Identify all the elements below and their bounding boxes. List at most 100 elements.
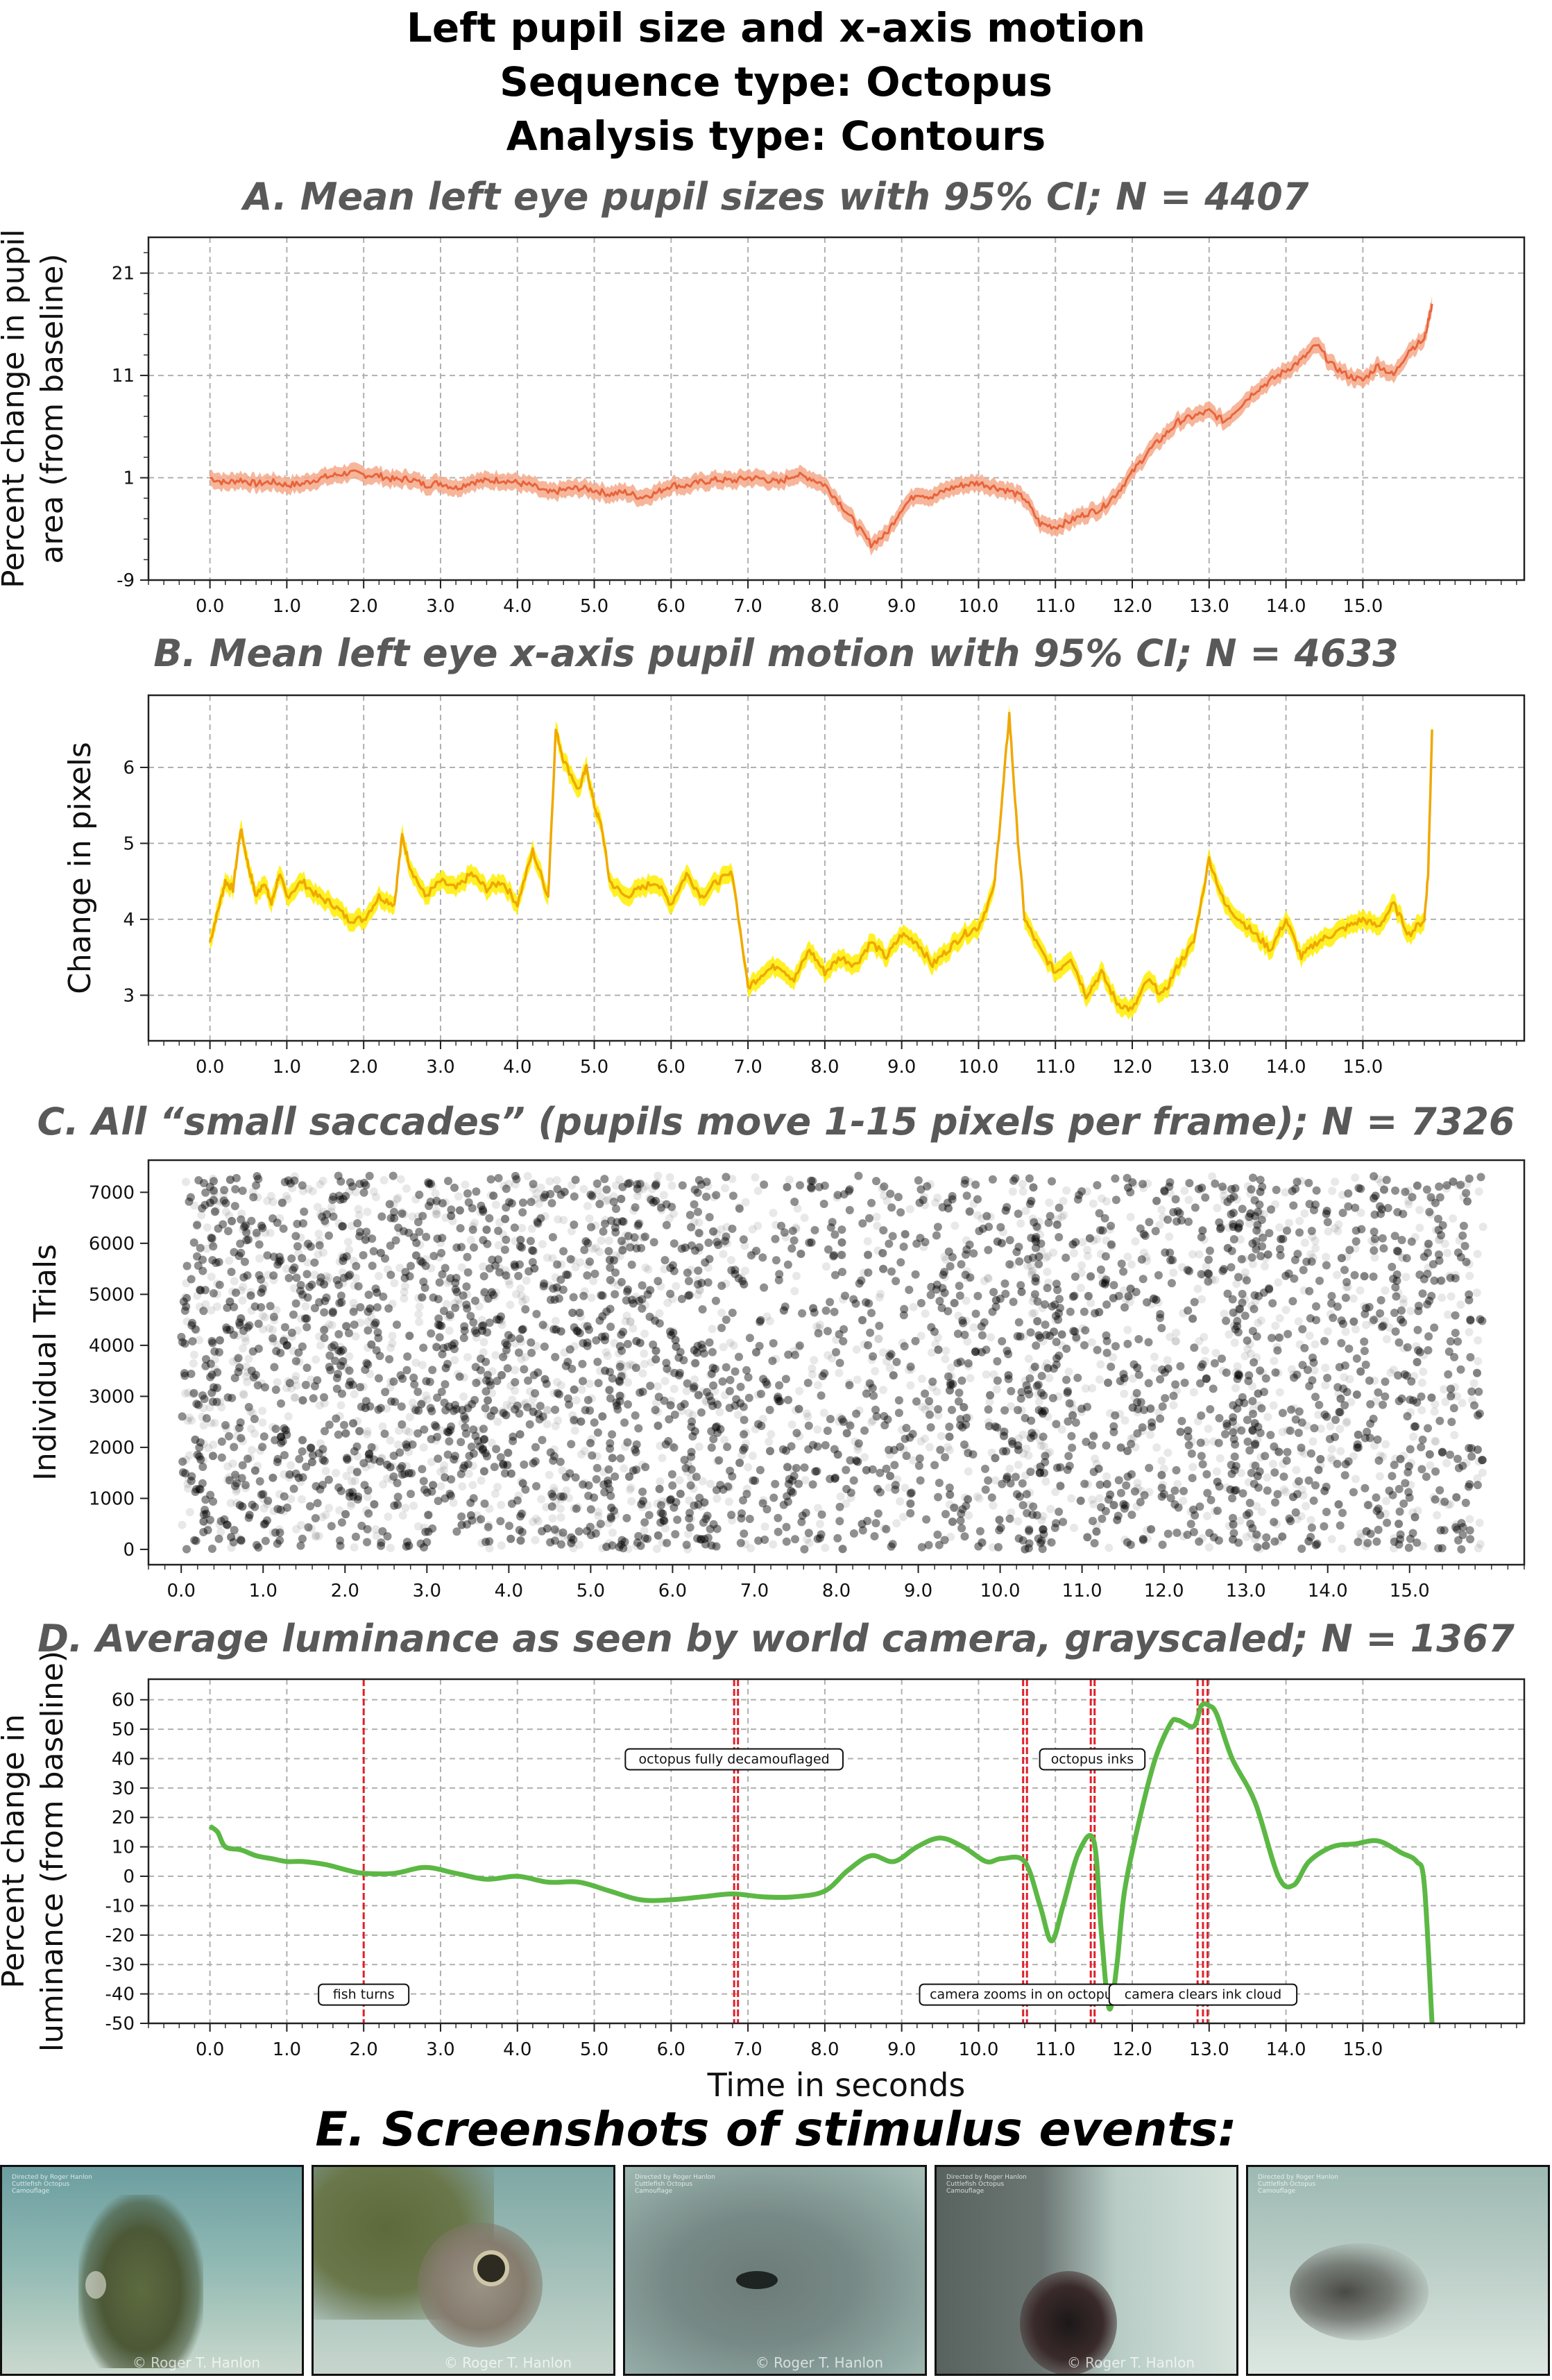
saccade-dot [226,1499,235,1508]
saccade-dot [485,1544,494,1553]
saccade-dot [1281,1488,1290,1497]
saccade-dot [1005,1464,1014,1473]
saccade-dot [543,1420,552,1429]
saccade-dot [1399,1299,1408,1308]
saccade-dot [1051,1488,1060,1497]
saccade-dot [1474,1187,1483,1196]
saccade-dot [1096,1360,1105,1369]
saccade-dot [1310,1366,1319,1375]
saccade-dot [266,1191,275,1200]
saccade-dot [1163,1448,1172,1457]
saccade-dot [945,1445,954,1454]
saccade-dot [497,1316,506,1325]
saccade-dot [404,1438,413,1447]
saccade-dot [501,1266,510,1275]
saccade-dot [1037,1441,1046,1450]
saccade-dot [665,1173,674,1182]
saccade-dot [1375,1472,1384,1481]
saccade-dot [291,1375,300,1384]
saccade-dot [377,1454,386,1463]
saccade-dot [528,1402,537,1411]
saccade-dot [604,1386,613,1395]
saccade-dot [1342,1252,1351,1261]
saccade-dot [808,1370,817,1379]
saccade-dot [1382,1497,1390,1506]
panel-a-title: A. Mean left eye pupil sizes with 95% CI… [243,175,1309,219]
saccade-dot [1287,1365,1296,1374]
saccade-dot [1028,1214,1037,1223]
saccade-dot [626,1486,634,1495]
saccade-dot [264,1270,273,1280]
saccade-dot [644,1265,653,1274]
saccade-dot [1356,1286,1365,1295]
saccade-dot [193,1219,202,1228]
saccade-dot [382,1404,391,1413]
saccade-dot [409,1404,418,1413]
saccade-dot [552,1176,561,1184]
saccade-dot [1428,1196,1437,1205]
saccade-dot [604,1519,613,1528]
saccade-dot [567,1227,576,1236]
saccade-dot [362,1506,371,1515]
saccade-dot [378,1422,387,1431]
saccade-dot [779,1306,788,1315]
saccade-dot [1275,1388,1284,1397]
saccade-dot [792,1223,800,1232]
saccade-dot [367,1313,376,1322]
x-tick-label: 8.0 [810,596,839,617]
saccade-dot [1189,1388,1198,1397]
saccade-dot [1379,1452,1388,1461]
x-tick-label: 13.0 [1189,1057,1229,1078]
saccade-dot [771,1221,781,1230]
x-tick-label: 15.0 [1342,1057,1383,1078]
saccade-dot [369,1187,378,1196]
saccade-dot [765,1317,774,1325]
saccade-dot [259,1280,268,1289]
confidence-band [210,704,1433,1020]
saccade-dot [182,1455,190,1464]
saccade-dot [933,1193,942,1202]
x-tick-label: 9.0 [887,596,916,617]
saccade-dot [345,1187,354,1196]
saccade-dot [315,1401,324,1410]
saccade-dot [1300,1209,1309,1218]
saccade-dot [987,1448,996,1457]
saccade-dot [1271,1321,1280,1330]
saccade-dot [1109,1295,1118,1303]
saccade-dot [185,1508,194,1517]
saccade-dot [1300,1239,1309,1247]
saccade-dot [1255,1229,1264,1237]
saccade-dot [325,1504,334,1513]
saccade-dot [1043,1252,1052,1261]
saccade-dot [1295,1340,1304,1349]
saccade-dot [1415,1205,1424,1214]
saccade-dot [1370,1441,1379,1450]
saccade-dot [409,1502,418,1511]
saccade-dot [1449,1214,1458,1223]
saccade-dot [1360,1302,1369,1311]
saccade-dot [751,1173,760,1182]
saccade-dot [477,1476,486,1485]
saccade-dot [792,1225,801,1234]
saccade-dot [1177,1263,1186,1272]
saccade-dot [1157,1205,1166,1214]
saccade-dot [719,1250,728,1259]
saccade-dot [969,1199,978,1208]
saccade-dot [845,1378,853,1387]
saccade-dot [989,1370,998,1379]
saccade-dot [651,1347,660,1356]
saccade-dot [844,1419,853,1428]
saccade-dot [974,1347,983,1356]
saccade-dot [548,1514,557,1523]
saccade-dot [301,1302,310,1311]
saccade-dot [1084,1480,1092,1489]
saccade-dot [901,1484,910,1493]
saccade-dot [1255,1208,1264,1217]
saccade-dot [740,1266,749,1275]
saccade-dot [814,1504,822,1513]
saccade-dot [963,1337,972,1346]
saccade-dot [863,1384,872,1393]
saccade-dot [351,1332,360,1341]
saccade-dot [612,1181,620,1190]
saccade-dot [321,1467,330,1475]
